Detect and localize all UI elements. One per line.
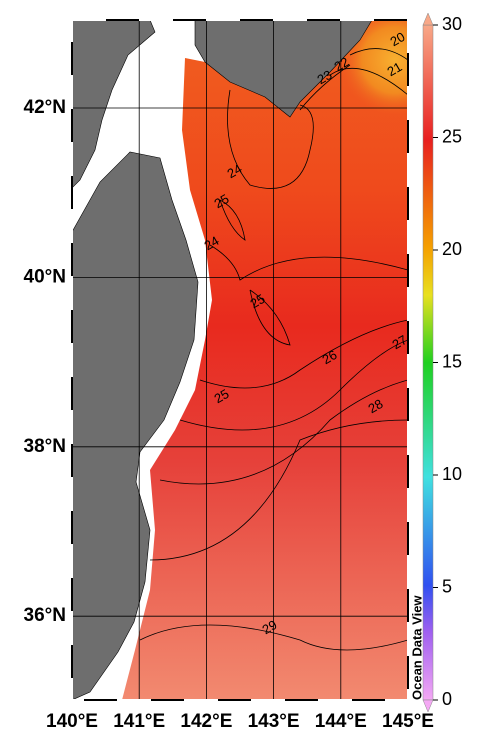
land-honshu <box>72 151 199 700</box>
x-axis-label: 141°E <box>113 711 165 732</box>
contour-label: 24 <box>201 233 221 253</box>
contour-label: 25 <box>247 291 267 311</box>
y-axis-label: 36°N <box>24 605 66 626</box>
ocean-field <box>122 20 408 700</box>
contour-label: 21 <box>384 59 404 79</box>
contour-label: 25 <box>211 191 231 211</box>
colorbar-label: 10 <box>442 464 462 484</box>
contour-label: 28 <box>365 396 385 416</box>
contour-label: 27 <box>389 332 409 352</box>
x-axis-label: 142°E <box>180 711 232 732</box>
colorbar-label: 30 <box>442 14 462 34</box>
watermark: Ocean Data View <box>409 595 424 700</box>
contour-label: 29 <box>259 617 279 637</box>
y-axis-label: 38°N <box>24 436 66 457</box>
colorbar-label: 0 <box>442 689 452 709</box>
contour-label: 25 <box>211 386 231 406</box>
colorbar-label: 15 <box>442 351 462 371</box>
x-axis-label: 144°E <box>315 711 367 732</box>
colorbar-label: 20 <box>442 239 462 259</box>
contours <box>139 48 408 651</box>
y-axis-label: 40°N <box>24 266 66 287</box>
contour-label: 26 <box>319 347 339 367</box>
map-area <box>72 20 408 700</box>
x-axis-label: 143°E <box>248 711 300 732</box>
contour-label: 22 <box>331 54 351 74</box>
frame-ticks <box>71 19 409 701</box>
colorbar-label: 25 <box>442 126 462 146</box>
contour-label: 20 <box>387 29 407 49</box>
colorbar-arrow-bottom <box>422 699 434 713</box>
warm-patch <box>340 20 408 115</box>
y-axis-label: 42°N <box>24 97 66 118</box>
colorbar-label: 5 <box>442 576 452 596</box>
contour-label: 24 <box>224 161 244 181</box>
x-axis-label: 140°E <box>46 711 98 732</box>
contour-label: 23 <box>314 67 334 87</box>
land-hokkaido <box>194 20 373 118</box>
colorbar-arrow-top <box>422 12 434 26</box>
colorbar <box>422 24 434 701</box>
x-axis-label: 145°E <box>382 711 434 732</box>
land-oshima <box>72 20 156 189</box>
